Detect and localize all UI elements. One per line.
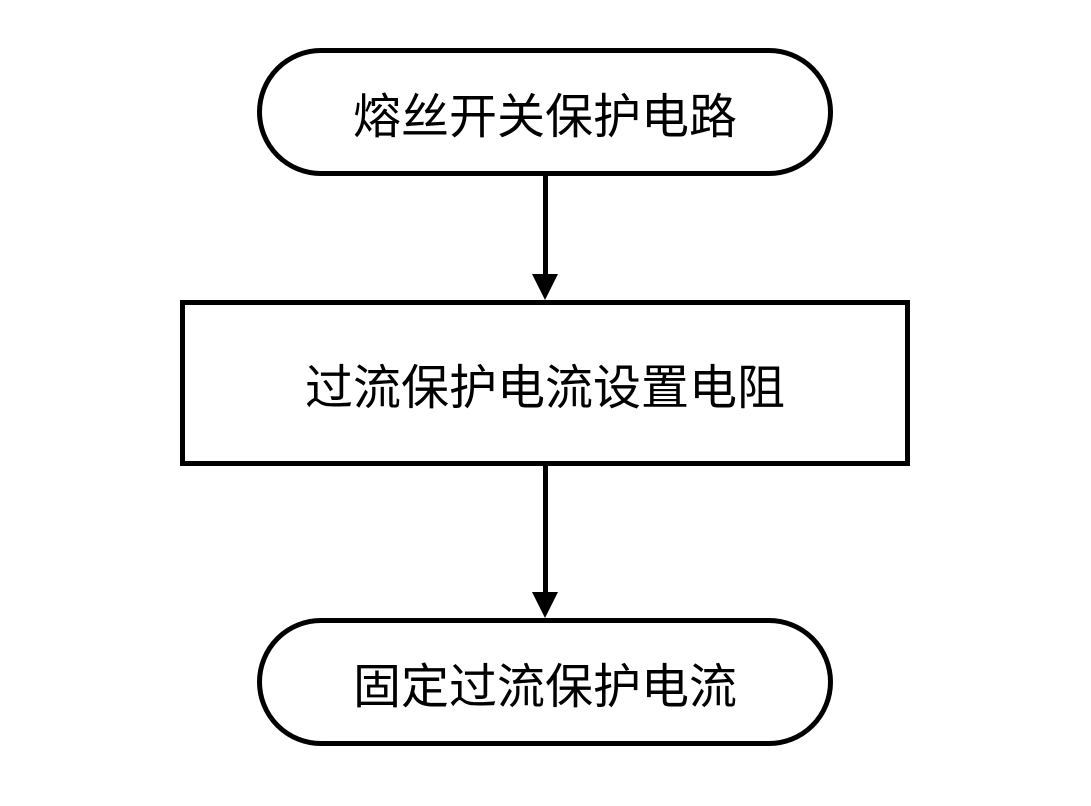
edge-2-line <box>543 466 548 592</box>
flowchart-canvas: 熔丝开关保护电路 过流保护电流设置电阻 固定过流保护电流 <box>0 0 1091 806</box>
node-overcurrent-resistor-label: 过流保护电流设置电阻 <box>305 348 785 418</box>
node-fuse-switch: 熔丝开关保护电路 <box>257 48 833 176</box>
edge-2-head <box>532 592 558 618</box>
node-fuse-switch-label: 熔丝开关保护电路 <box>353 77 737 147</box>
node-fixed-current-label: 固定过流保护电流 <box>353 647 737 717</box>
node-fixed-current: 固定过流保护电流 <box>257 618 833 746</box>
node-overcurrent-resistor: 过流保护电流设置电阻 <box>180 300 910 466</box>
edge-1-head <box>532 274 558 300</box>
edge-1-line <box>543 176 548 274</box>
